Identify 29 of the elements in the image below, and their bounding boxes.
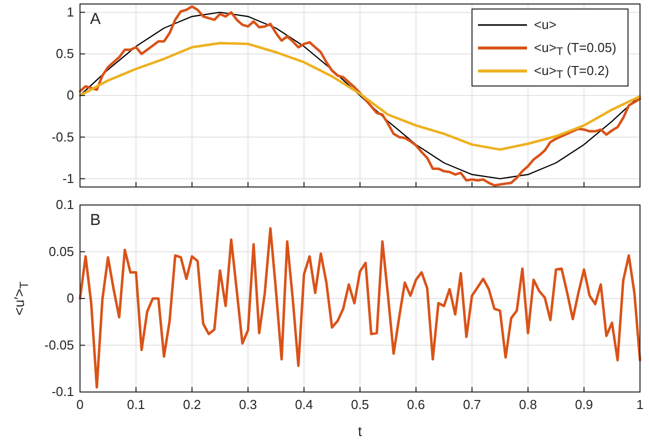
x-tick-label: 0.9 (574, 397, 594, 412)
y-tick-label: 0.1 (56, 197, 74, 212)
x-tick-label: 0.2 (182, 397, 202, 412)
legend-label: <u>$_{T}$ (T=0.2) (534, 63, 610, 82)
y-tick-label: 0 (66, 88, 74, 103)
x-tick-label: 0.5 (350, 397, 370, 412)
x-axis-title: t (358, 423, 362, 439)
x-tick-label: 0 (76, 397, 84, 412)
legend-label: <u>$_{T}$ (T=0.05) (534, 40, 616, 58)
x-tick-label: 0.8 (518, 397, 538, 412)
y-tick-label: 0.05 (48, 244, 74, 259)
x-tick-label: 1 (636, 397, 644, 412)
x-tick-label: 0.4 (294, 397, 314, 412)
x-tick-label: 0.7 (462, 397, 482, 412)
y-tick-label: -0.5 (52, 129, 74, 144)
y-tick-label: 1 (66, 4, 74, 20)
x-tick-label: 0.6 (406, 397, 426, 412)
y-tick-label: -1 (62, 170, 74, 186)
legend-label: <u> (534, 17, 556, 32)
y-tick-label: 0 (66, 290, 74, 306)
annotation: A (90, 11, 101, 28)
y-tick-label: -0.05 (44, 337, 74, 352)
line-series (78, 227, 642, 389)
y-tick-label: 0.5 (56, 46, 74, 62)
x-tick-label: 0.1 (126, 397, 146, 412)
y-tick-label: -0.1 (52, 384, 74, 400)
annotation: B (90, 212, 101, 229)
line-series (78, 42, 642, 151)
x-tick-label: 0.3 (238, 397, 258, 412)
